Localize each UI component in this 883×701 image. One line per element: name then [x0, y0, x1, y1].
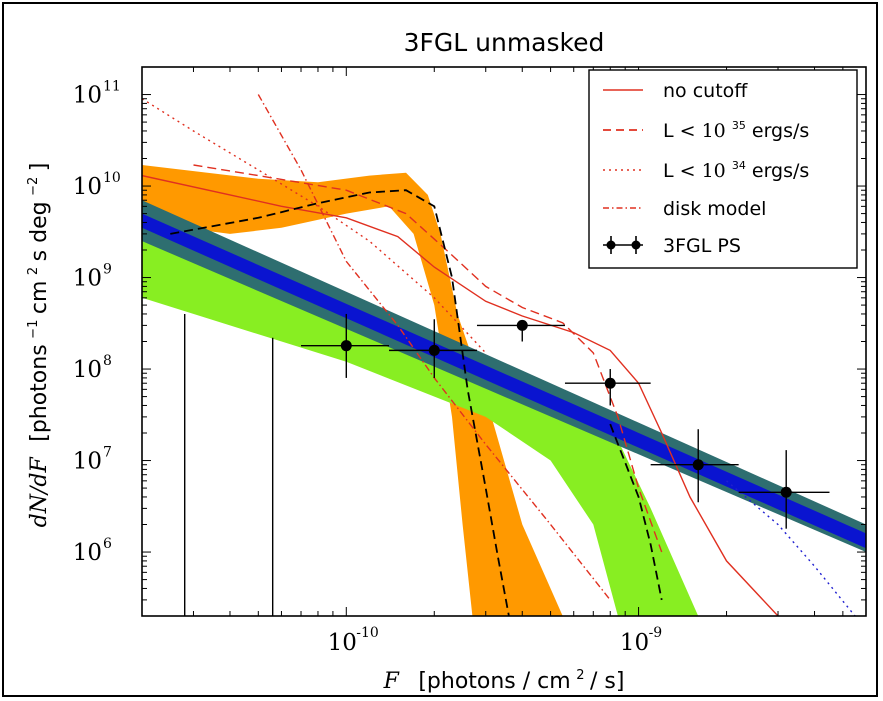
x-tick-label: 10 — [328, 630, 357, 656]
chart-title: 3FGL unmasked — [404, 28, 605, 57]
y-tick-label: 10 — [73, 83, 102, 109]
y-axis-mid: cm — [27, 281, 52, 315]
series-line-disk-model — [257, 94, 611, 601]
series-line-guide-6 — [609, 423, 663, 601]
x-tick-label: 10 — [620, 630, 649, 656]
lines-layer — [142, 94, 856, 616]
point-marker — [604, 377, 616, 389]
legend-box — [588, 69, 858, 269]
legend: no cutoff L < 10 35 ergs/s L < 10 34 erg… — [588, 69, 858, 269]
point-marker — [692, 459, 704, 471]
y-axis-tail: s deg — [27, 201, 52, 261]
legend-entry-l34: L < 10 34 ergs/s — [603, 152, 809, 182]
series-line-l-10-35-ergs-s — [193, 164, 663, 553]
legend-label: disk model — [663, 198, 766, 220]
data-points-layer — [301, 313, 830, 529]
data-point-3 — [476, 319, 565, 342]
legend-label-prefix: L < — [663, 160, 702, 182]
y-tick-exponent: 6 — [103, 536, 112, 552]
series-line-no-cutoff — [142, 174, 779, 616]
x-tick-labels: 10 -10 10 -9 — [328, 625, 663, 656]
legend-label-exp: 34 — [732, 159, 746, 172]
legend-label-base: 10 — [702, 120, 726, 142]
legend-label: 3FGL PS — [663, 235, 741, 257]
y-axis-symbol: dN/dF — [27, 457, 52, 528]
legend-entry-l35: L < 10 35 ergs/s — [603, 112, 809, 142]
data-point-2 — [389, 319, 477, 378]
point-marker — [780, 486, 792, 498]
y-axis-sup2: 2 — [26, 267, 41, 275]
y-tick-label: 10 — [73, 540, 102, 566]
x-tick-exponent: -10 — [356, 625, 379, 641]
legend-swatch-marker-2 — [631, 240, 641, 250]
y-tick-base: 10 — [73, 83, 102, 109]
legend-label: L < 10 34 ergs/s — [663, 152, 809, 182]
series-line-guide-5 — [170, 189, 510, 616]
y-tick-label: 10 — [73, 357, 102, 383]
series-line-l-10-34-ergs-s — [142, 98, 487, 354]
band-2 — [142, 241, 699, 616]
x-axis-text: [photons / cm — [418, 669, 570, 694]
y-tick-exponent: 7 — [103, 445, 112, 461]
data-point-6 — [738, 450, 830, 529]
point-marker — [340, 340, 352, 352]
legend-label: no cutoff — [663, 80, 748, 102]
y-tick-exponent: 11 — [103, 79, 121, 95]
legend-label: L < 10 35 ergs/s — [663, 112, 809, 142]
legend-entry-3fgl-ps: 3FGL PS — [603, 235, 741, 257]
y-tick-exponent: 8 — [103, 353, 112, 369]
y-axis-text: [photons — [27, 344, 52, 441]
point-marker — [516, 319, 528, 331]
y-tick-base: 10 — [73, 540, 102, 566]
data-point-1 — [301, 313, 390, 378]
legend-swatch-marker-1 — [606, 240, 616, 250]
axis-ticks — [141, 66, 867, 617]
legend-entry-disk-model: disk model — [603, 198, 766, 220]
legend-label-exp: 35 — [732, 119, 746, 132]
x-axis-label: F [photons / cm 2 / s] — [383, 659, 625, 694]
y-axis-label: dN/dF [photons −1 cm 2 s deg −2 ] — [17, 163, 52, 528]
plot-area — [142, 94, 866, 616]
x-axis-tail: / s] — [590, 669, 624, 694]
legend-label-prefix: L < — [663, 120, 702, 142]
y-axis-sup3: −2 — [26, 177, 41, 196]
y-axis-sup1: −1 — [26, 320, 41, 339]
x-axis-sup: 2 — [576, 668, 584, 683]
y-tick-exponent: 10 — [103, 170, 121, 186]
point-marker — [428, 344, 440, 356]
x-axis-symbol: F — [383, 669, 400, 694]
data-point-5 — [650, 429, 739, 503]
legend-label-tail: ergs/s — [752, 160, 809, 182]
x-tick-exponent: -9 — [649, 625, 663, 641]
y-tick-base: 10 — [73, 266, 102, 292]
y-tick-base: 10 — [73, 174, 102, 200]
legend-label-base: 10 — [702, 160, 726, 182]
y-tick-base: 10 — [73, 357, 102, 383]
legend-entry-no-cutoff: no cutoff — [603, 80, 748, 102]
y-tick-exponent: 9 — [103, 262, 112, 278]
y-tick-label: 10 — [73, 449, 102, 475]
y-axis-end: ] — [27, 163, 52, 172]
data-point-4 — [564, 369, 651, 406]
y-tick-base: 10 — [73, 449, 102, 475]
y-tick-label: 10 — [73, 174, 102, 200]
legend-label-tail: ergs/s — [752, 120, 809, 142]
y-tick-label: 10 — [73, 266, 102, 292]
upper-limits-layer — [184, 313, 274, 616]
